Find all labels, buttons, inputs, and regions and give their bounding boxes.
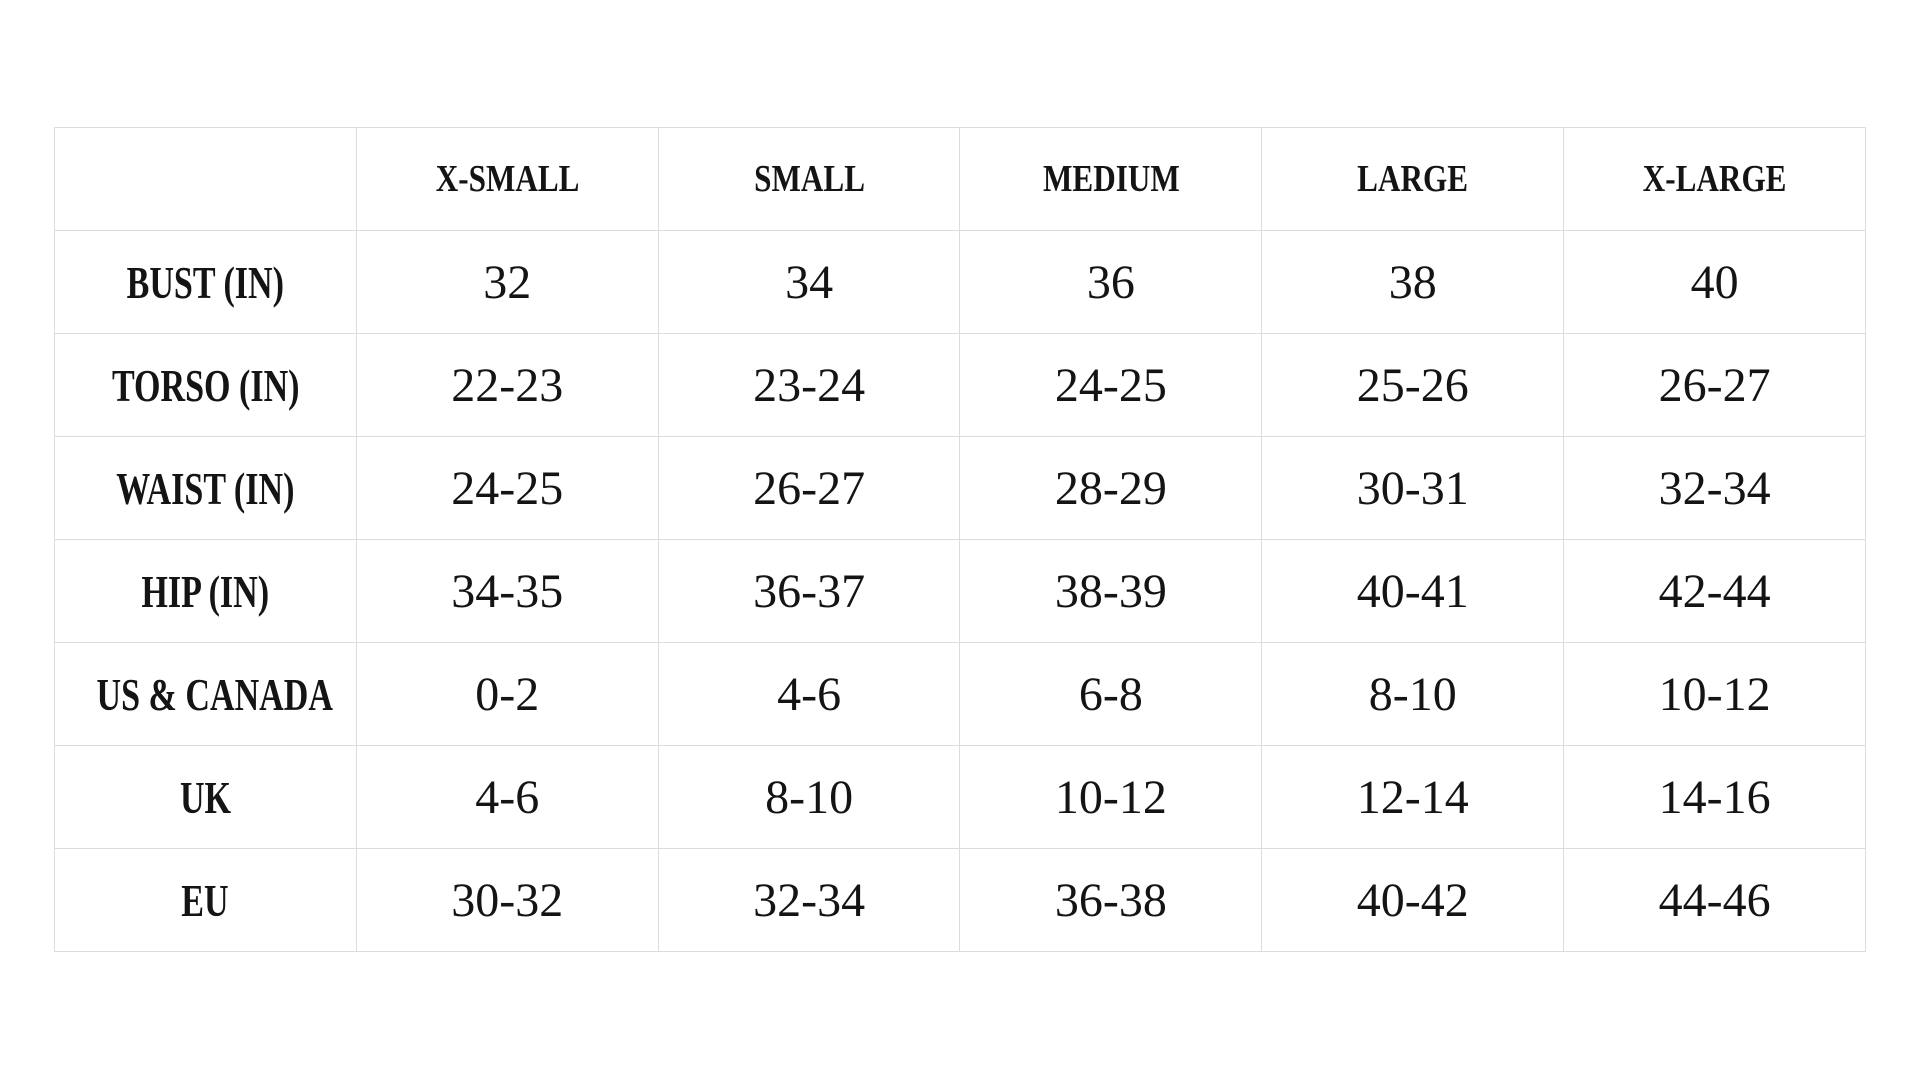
size-chart-container: X-SMALL SMALL MEDIUM LARGE X-LARGE BUST … — [54, 127, 1866, 952]
table-cell: 10-12 — [959, 745, 1263, 849]
table-cell: 34 — [657, 230, 961, 334]
table-cell: 44-46 — [1563, 848, 1866, 952]
table-cell: 32-34 — [1563, 436, 1866, 540]
table-cell: 10-12 — [1563, 642, 1866, 746]
table-cell: 14-16 — [1563, 745, 1866, 849]
table-cell: 36-38 — [959, 848, 1263, 952]
table-cell: 8-10 — [1261, 642, 1565, 746]
table-cell: 23-24 — [657, 333, 961, 437]
column-header-blank — [54, 127, 357, 231]
table-cell: 42-44 — [1563, 539, 1866, 643]
table-row-eu: EU 30-32 32-34 36-38 40-42 44-46 — [54, 848, 1866, 952]
table-cell: 28-29 — [959, 436, 1263, 540]
row-label-text: BUST (IN) — [126, 256, 285, 308]
column-header-label: X-LARGE — [1642, 158, 1787, 200]
row-label-text: TORSO (IN) — [111, 359, 300, 411]
table-row-hip: HIP (IN) 34-35 36-37 38-39 40-41 42-44 — [54, 539, 1866, 643]
column-header-label: X-SMALL — [435, 158, 580, 200]
table-cell: 32-34 — [657, 848, 961, 952]
table-cell: 8-10 — [657, 745, 961, 849]
column-header-x-small: X-SMALL — [355, 127, 659, 231]
row-label-text: EU — [181, 874, 230, 926]
table-cell: 40 — [1563, 230, 1866, 334]
table-cell: 22-23 — [355, 333, 659, 437]
column-header-label: MEDIUM — [1042, 158, 1180, 200]
column-header-label: LARGE — [1357, 158, 1469, 200]
table-cell: 4-6 — [657, 642, 961, 746]
row-label-hip: HIP (IN) — [54, 539, 357, 643]
table-cell: 40-41 — [1261, 539, 1565, 643]
table-cell: 34-35 — [355, 539, 659, 643]
table-row-waist: WAIST (IN) 24-25 26-27 28-29 30-31 32-34 — [54, 436, 1866, 540]
table-cell: 36-37 — [657, 539, 961, 643]
table-cell: 0-2 — [355, 642, 659, 746]
table-cell: 6-8 — [959, 642, 1263, 746]
row-label-bust: BUST (IN) — [54, 230, 357, 334]
table-cell: 40-42 — [1261, 848, 1565, 952]
column-header-medium: MEDIUM — [959, 127, 1263, 231]
row-label-eu: EU — [54, 848, 357, 952]
row-label-text: UK — [179, 771, 231, 823]
row-label-text: HIP (IN) — [141, 565, 270, 617]
row-label-torso: TORSO (IN) — [54, 333, 357, 437]
table-row-torso: TORSO (IN) 22-23 23-24 24-25 25-26 26-27 — [54, 333, 1866, 437]
table-cell: 4-6 — [355, 745, 659, 849]
header-row: X-SMALL SMALL MEDIUM LARGE X-LARGE — [54, 127, 1866, 231]
size-chart-table: X-SMALL SMALL MEDIUM LARGE X-LARGE BUST … — [54, 127, 1866, 952]
table-row-uk: UK 4-6 8-10 10-12 12-14 14-16 — [54, 745, 1866, 849]
row-label-us-canada: US & CANADA — [54, 642, 357, 746]
column-header-large: LARGE — [1261, 127, 1565, 231]
table-cell: 38-39 — [959, 539, 1263, 643]
table-row-us-canada: US & CANADA 0-2 4-6 6-8 8-10 10-12 — [54, 642, 1866, 746]
table-row-bust: BUST (IN) 32 34 36 38 40 — [54, 230, 1866, 334]
table-cell: 24-25 — [959, 333, 1263, 437]
table-cell: 25-26 — [1261, 333, 1565, 437]
table-cell: 38 — [1261, 230, 1565, 334]
row-label-waist: WAIST (IN) — [54, 436, 357, 540]
table-cell: 12-14 — [1261, 745, 1565, 849]
table-cell: 30-32 — [355, 848, 659, 952]
column-header-small: SMALL — [657, 127, 961, 231]
row-label-text: WAIST (IN) — [116, 462, 295, 514]
column-header-x-large: X-LARGE — [1563, 127, 1866, 231]
table-cell: 24-25 — [355, 436, 659, 540]
table-cell: 32 — [355, 230, 659, 334]
table-cell: 36 — [959, 230, 1263, 334]
table-cell: 26-27 — [1563, 333, 1866, 437]
row-label-text: US & CANADA — [96, 668, 333, 720]
row-label-uk: UK — [54, 745, 357, 849]
table-cell: 30-31 — [1261, 436, 1565, 540]
column-header-label: SMALL — [753, 158, 865, 200]
table-cell: 26-27 — [657, 436, 961, 540]
